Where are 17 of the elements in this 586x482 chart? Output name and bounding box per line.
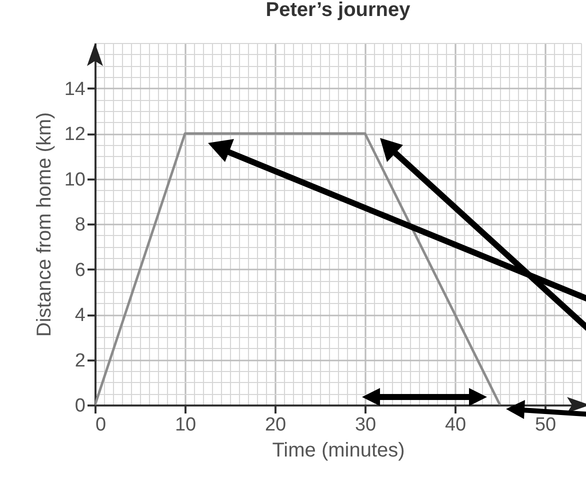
x-tick-label: 20 [264, 414, 286, 436]
y-tick-label: 0 [74, 396, 86, 416]
y-tick-label: 8 [74, 214, 86, 236]
y-tick-label: 14 [64, 78, 86, 100]
chart-title: Peter’s journey [266, 0, 412, 21]
x-tick-label: 10 [174, 414, 196, 436]
y-tick-label: 4 [74, 305, 86, 326]
x-axis-title: Time (minutes) [272, 440, 405, 462]
x-tick-label: 50 [534, 414, 556, 436]
y-tick-label: 12 [64, 124, 86, 145]
x-tick-label: 30 [354, 414, 376, 436]
y-axis-title: Distance from home (km) [33, 112, 56, 337]
y-tick-label: 10 [64, 169, 86, 190]
y-tick-label: 2 [74, 350, 86, 372]
x-tick-label: 0 [96, 414, 106, 436]
y-tick-label: 6 [74, 260, 86, 281]
x-tick-label: 40 [444, 414, 466, 436]
